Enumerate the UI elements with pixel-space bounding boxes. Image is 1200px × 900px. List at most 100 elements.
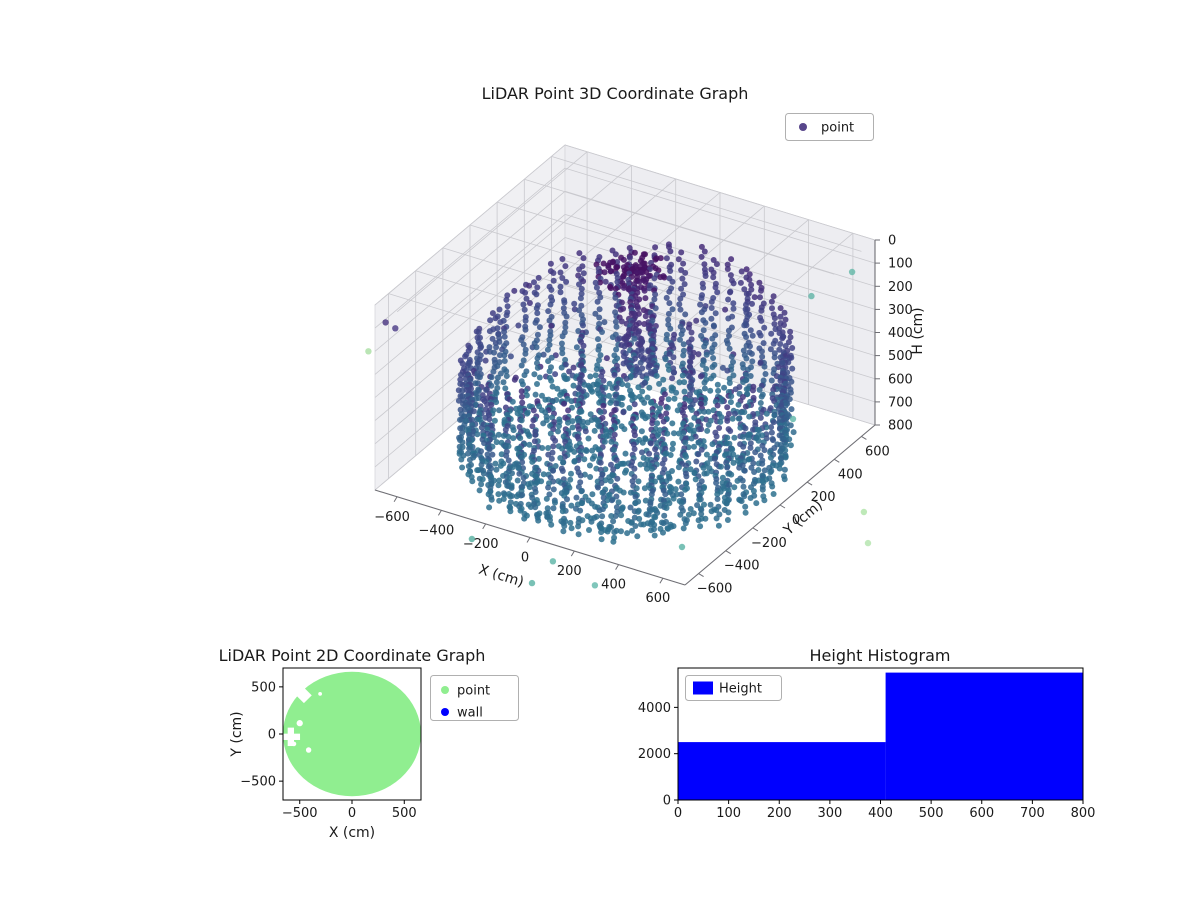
lidar-point [631,432,638,439]
scan-hole [296,687,312,704]
lidar-point [641,287,648,294]
lidar-point [672,486,679,493]
lidar-point [495,431,502,438]
lidar-point [545,308,552,315]
lidar-point [505,457,512,464]
lidar-point [492,460,499,467]
lidar-point [768,330,775,337]
lidar-point [550,467,556,474]
lidar-point [548,521,555,528]
lidar-point [552,499,558,506]
lidar-point [552,437,559,444]
lidar-point [749,332,756,339]
lidar-point [724,417,731,424]
lidar-point [609,334,616,341]
lidar-point [598,529,605,536]
lidar-point [661,512,668,519]
lidar-point [738,268,745,275]
lidar-point [526,282,533,289]
lidar-point [596,357,602,364]
lidar-point [661,391,668,398]
lidar-point [757,400,764,406]
lidar-point [643,465,650,472]
lidar-point [465,463,472,470]
lidar-point [606,392,612,399]
lidar-point [549,383,556,390]
lidar-point [580,278,587,285]
lidar-point [639,439,646,446]
lidar-point [630,441,637,448]
gridline [564,214,876,310]
h-tick-label: 100 [888,257,913,272]
lidar-point [747,327,754,334]
lidar-point [575,531,582,538]
lidar-point [649,420,656,427]
lidar-point [515,465,522,472]
lidar-point [651,275,658,282]
lidar-point [621,426,628,433]
scan-hole [287,727,295,747]
x-tick-label: 400 [868,806,893,821]
lidar-point [522,317,529,324]
lidar-point [737,424,744,431]
lidar-point [611,529,618,536]
h-tick-label: 500 [888,349,913,364]
lidar-point [682,396,689,402]
lidar-point [545,484,552,491]
lidar-point [576,281,582,288]
lidar-point [681,379,688,386]
lidar-point [681,281,688,288]
lidar-point [614,336,621,343]
lidar-point [748,350,755,357]
lidar-point [755,437,762,444]
lidar-point [597,279,604,286]
outlier-point [468,535,476,543]
lidar-point [624,530,631,537]
lidar-point [666,300,673,307]
plot3d-legend-label-point: point [821,121,854,136]
outlier-point [549,558,557,565]
lidar-point [524,410,531,417]
lidar-point [560,528,567,535]
lidar-point [518,362,525,369]
lidar-point [516,424,523,430]
lidar-point [698,253,705,260]
lidar-point [770,437,777,444]
lidar-point [716,425,723,431]
lidar-point [530,407,537,414]
lidar-point [577,479,584,486]
lidar-point [651,532,658,539]
lidar-point [568,525,575,532]
lidar-point [701,501,707,508]
lidar-point [731,410,738,417]
lidar-point [597,294,604,301]
lidar-point [494,374,501,381]
lidar-point [526,300,533,306]
lidar-point [458,371,464,378]
lidar-point [497,462,504,469]
lidar-point [489,451,496,458]
y-tick-label: 600 [865,444,890,459]
lidar-point [622,450,629,457]
lidar-point [674,407,681,414]
lidar-point [634,533,641,540]
lidar-point [613,457,620,463]
lidar-point [547,332,554,339]
lidar-point [683,480,690,487]
lidar-point [532,480,539,487]
lidar-point [669,306,676,313]
lidar-point [767,454,774,461]
lidar-point [496,477,503,484]
lidar-point [662,356,669,363]
lidar-point [557,289,564,296]
lidar-point [545,445,552,451]
lidar-point [741,322,748,329]
lidar-point [761,467,768,474]
lidar-point [546,341,553,348]
lidar-point [776,465,783,472]
lidar-point [761,363,768,370]
lidar-point [741,493,748,500]
lidar-point [750,387,756,394]
lidar-point [560,305,567,312]
lidar-point [758,307,765,314]
